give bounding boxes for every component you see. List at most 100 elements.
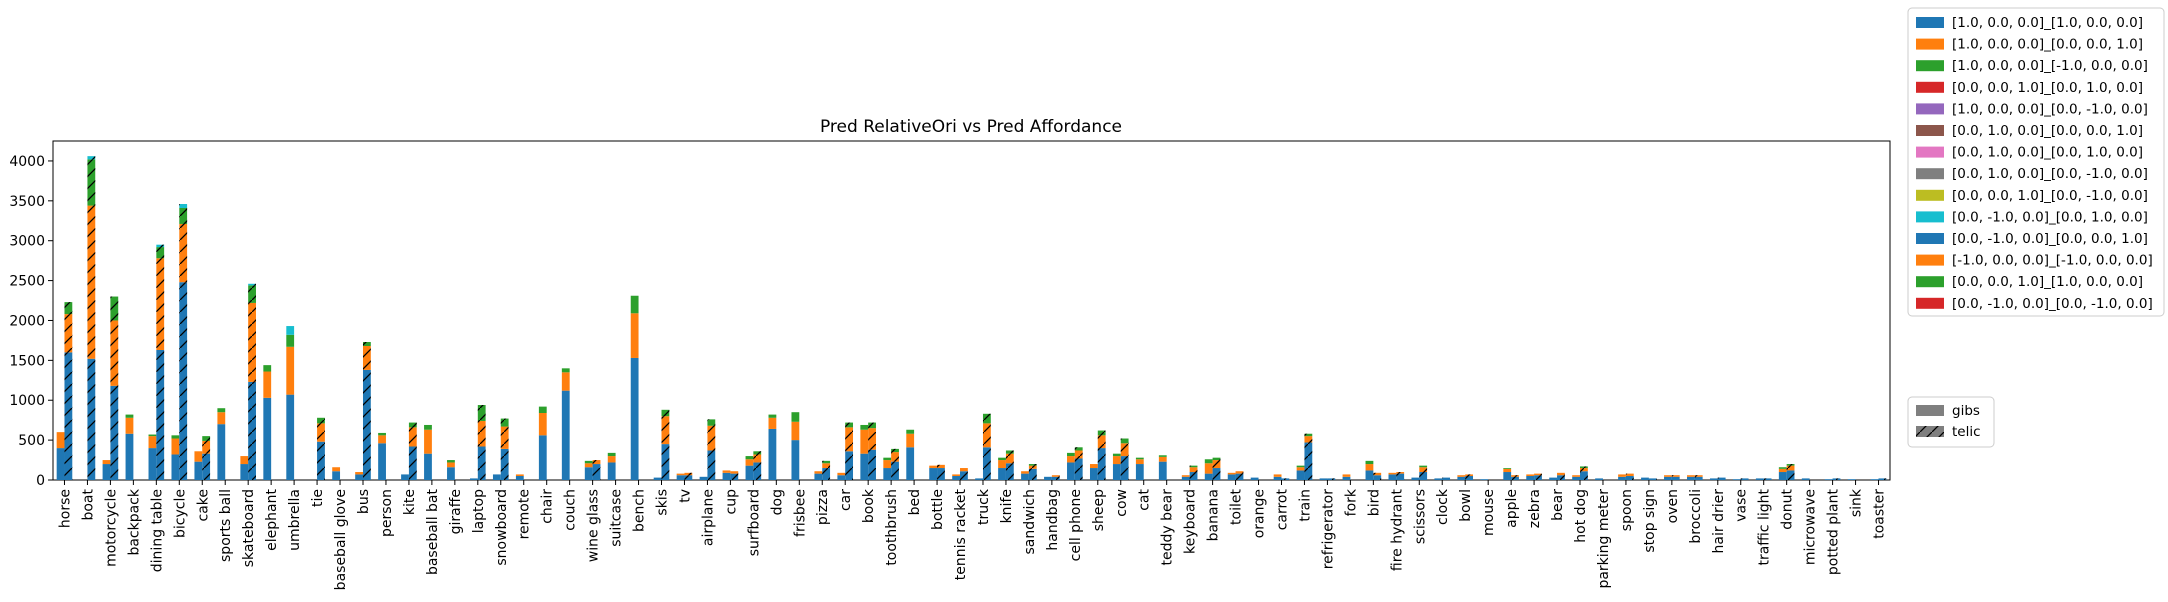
- bar-segment: [975, 478, 983, 480]
- x-tick-label: bed: [907, 489, 923, 515]
- bar-segment: [768, 417, 777, 429]
- bar-hatch: [822, 460, 831, 464]
- x-tick-label: orange: [1252, 489, 1268, 538]
- x-tick-label: horse: [57, 489, 73, 528]
- bar-segment: [745, 465, 754, 480]
- bar-segment: [1227, 472, 1236, 475]
- bar-segment: [722, 472, 731, 480]
- bar-segment: [240, 456, 249, 465]
- x-tick-label: skateboard: [241, 489, 257, 567]
- bar-segment: [1181, 475, 1190, 477]
- x-tick-label: cow: [1114, 489, 1130, 517]
- bar-hatch: [1304, 433, 1313, 437]
- legend-swatch: [1916, 297, 1944, 309]
- bar-hatch: [179, 204, 188, 209]
- x-tick-label: clock: [1435, 488, 1451, 525]
- bar-segment: [332, 467, 341, 472]
- bar-hatch: [845, 427, 854, 452]
- bar-hatch: [317, 441, 325, 480]
- bar-segment: [332, 471, 341, 480]
- bar-hatch: [753, 451, 762, 455]
- x-tick-label: suitcase: [609, 489, 625, 547]
- bar-segment: [607, 452, 616, 457]
- bar-segment: [584, 463, 593, 468]
- bar-hatch: [1005, 463, 1014, 480]
- x-tick-label: laptop: [471, 489, 487, 533]
- bar-hatch: [1373, 472, 1382, 476]
- bar-hatch: [156, 258, 165, 350]
- x-tick-label: toilet: [1229, 488, 1245, 524]
- bar-segment: [1135, 457, 1144, 460]
- x-tick-label: traffic light: [1757, 489, 1773, 566]
- bar-segment: [515, 476, 524, 480]
- bar-segment: [1067, 456, 1075, 463]
- x-tick-label: wine glass: [586, 489, 602, 562]
- bar-segment: [699, 476, 708, 480]
- bar-hatch: [684, 475, 693, 480]
- x-tick-label: teddy bear: [1160, 489, 1176, 566]
- x-tick-label: refrigerator: [1320, 489, 1336, 570]
- bar-hatch: [202, 453, 211, 480]
- bar-hatch: [753, 454, 762, 463]
- x-tick-label: baseball bat: [425, 488, 441, 575]
- bar-hatch: [1028, 465, 1037, 469]
- bar-hatch: [248, 285, 256, 303]
- bar-segment: [102, 460, 111, 465]
- bar-hatch: [1189, 467, 1198, 473]
- bar-hatch: [1832, 478, 1841, 480]
- bar-segment: [538, 412, 547, 436]
- bar-segment: [1296, 470, 1305, 480]
- bar-segment: [1434, 478, 1443, 480]
- bar-segment: [1067, 462, 1075, 480]
- bar-hatch: [1511, 476, 1519, 480]
- bar-segment: [125, 417, 134, 434]
- bar-segment: [676, 473, 685, 476]
- bar-segment: [263, 371, 272, 398]
- bar-segment: [1204, 459, 1213, 464]
- x-tick-label: baseball glove: [333, 489, 349, 590]
- bar-segment: [1526, 476, 1535, 480]
- bar-hatch: [408, 422, 417, 428]
- bar-segment: [1687, 476, 1695, 480]
- bar-hatch: [202, 440, 211, 454]
- bar-segment: [653, 477, 662, 480]
- bar-segment: [1480, 479, 1489, 480]
- legend-label: [0.0, -1.0, 0.0]_[0.0, -1.0, 0.0]: [1952, 296, 2153, 312]
- bar-segment: [998, 460, 1006, 469]
- bar-hatch: [1580, 468, 1588, 472]
- bar-hatch: [661, 409, 670, 417]
- bar-hatch: [1396, 473, 1405, 480]
- bar-hatch: [1235, 473, 1244, 480]
- bar-hatch: [156, 349, 165, 480]
- bar-segment: [194, 461, 203, 480]
- bar-segment: [355, 472, 363, 475]
- bar-hatch: [937, 464, 945, 469]
- legend-label: [0.0, 1.0, 0.0]_[0.0, -1.0, 0.0]: [1952, 166, 2148, 182]
- bar-segment: [263, 397, 272, 480]
- bar-segment: [929, 465, 938, 469]
- bar-hatch: [661, 416, 670, 445]
- x-tick-label: book: [861, 488, 877, 523]
- bar-segment: [837, 472, 846, 476]
- bar-segment: [791, 440, 800, 480]
- bar-segment: [630, 357, 639, 480]
- bar-hatch: [87, 205, 96, 359]
- x-tick-label: hair drier: [1711, 489, 1727, 554]
- bar-hatch: [1717, 477, 1726, 480]
- bar-segment: [1503, 472, 1512, 480]
- legend-swatch: [1916, 189, 1944, 201]
- bar-segment: [240, 464, 249, 480]
- bar-segment: [401, 474, 409, 480]
- bar-hatch: [1189, 472, 1198, 480]
- bar-hatch: [1465, 474, 1474, 477]
- x-tick-label: boat: [80, 489, 96, 521]
- bar-hatch: [110, 320, 119, 386]
- x-tick-label: sports ball: [218, 489, 234, 562]
- bar-hatch: [845, 422, 854, 428]
- x-tick-label: spoon: [1619, 489, 1635, 531]
- bar-hatch: [891, 461, 899, 480]
- bar-hatch: [661, 444, 670, 480]
- bar-hatch: [408, 427, 417, 447]
- x-tick-label: airplane: [700, 489, 716, 546]
- bar-segment: [745, 459, 754, 466]
